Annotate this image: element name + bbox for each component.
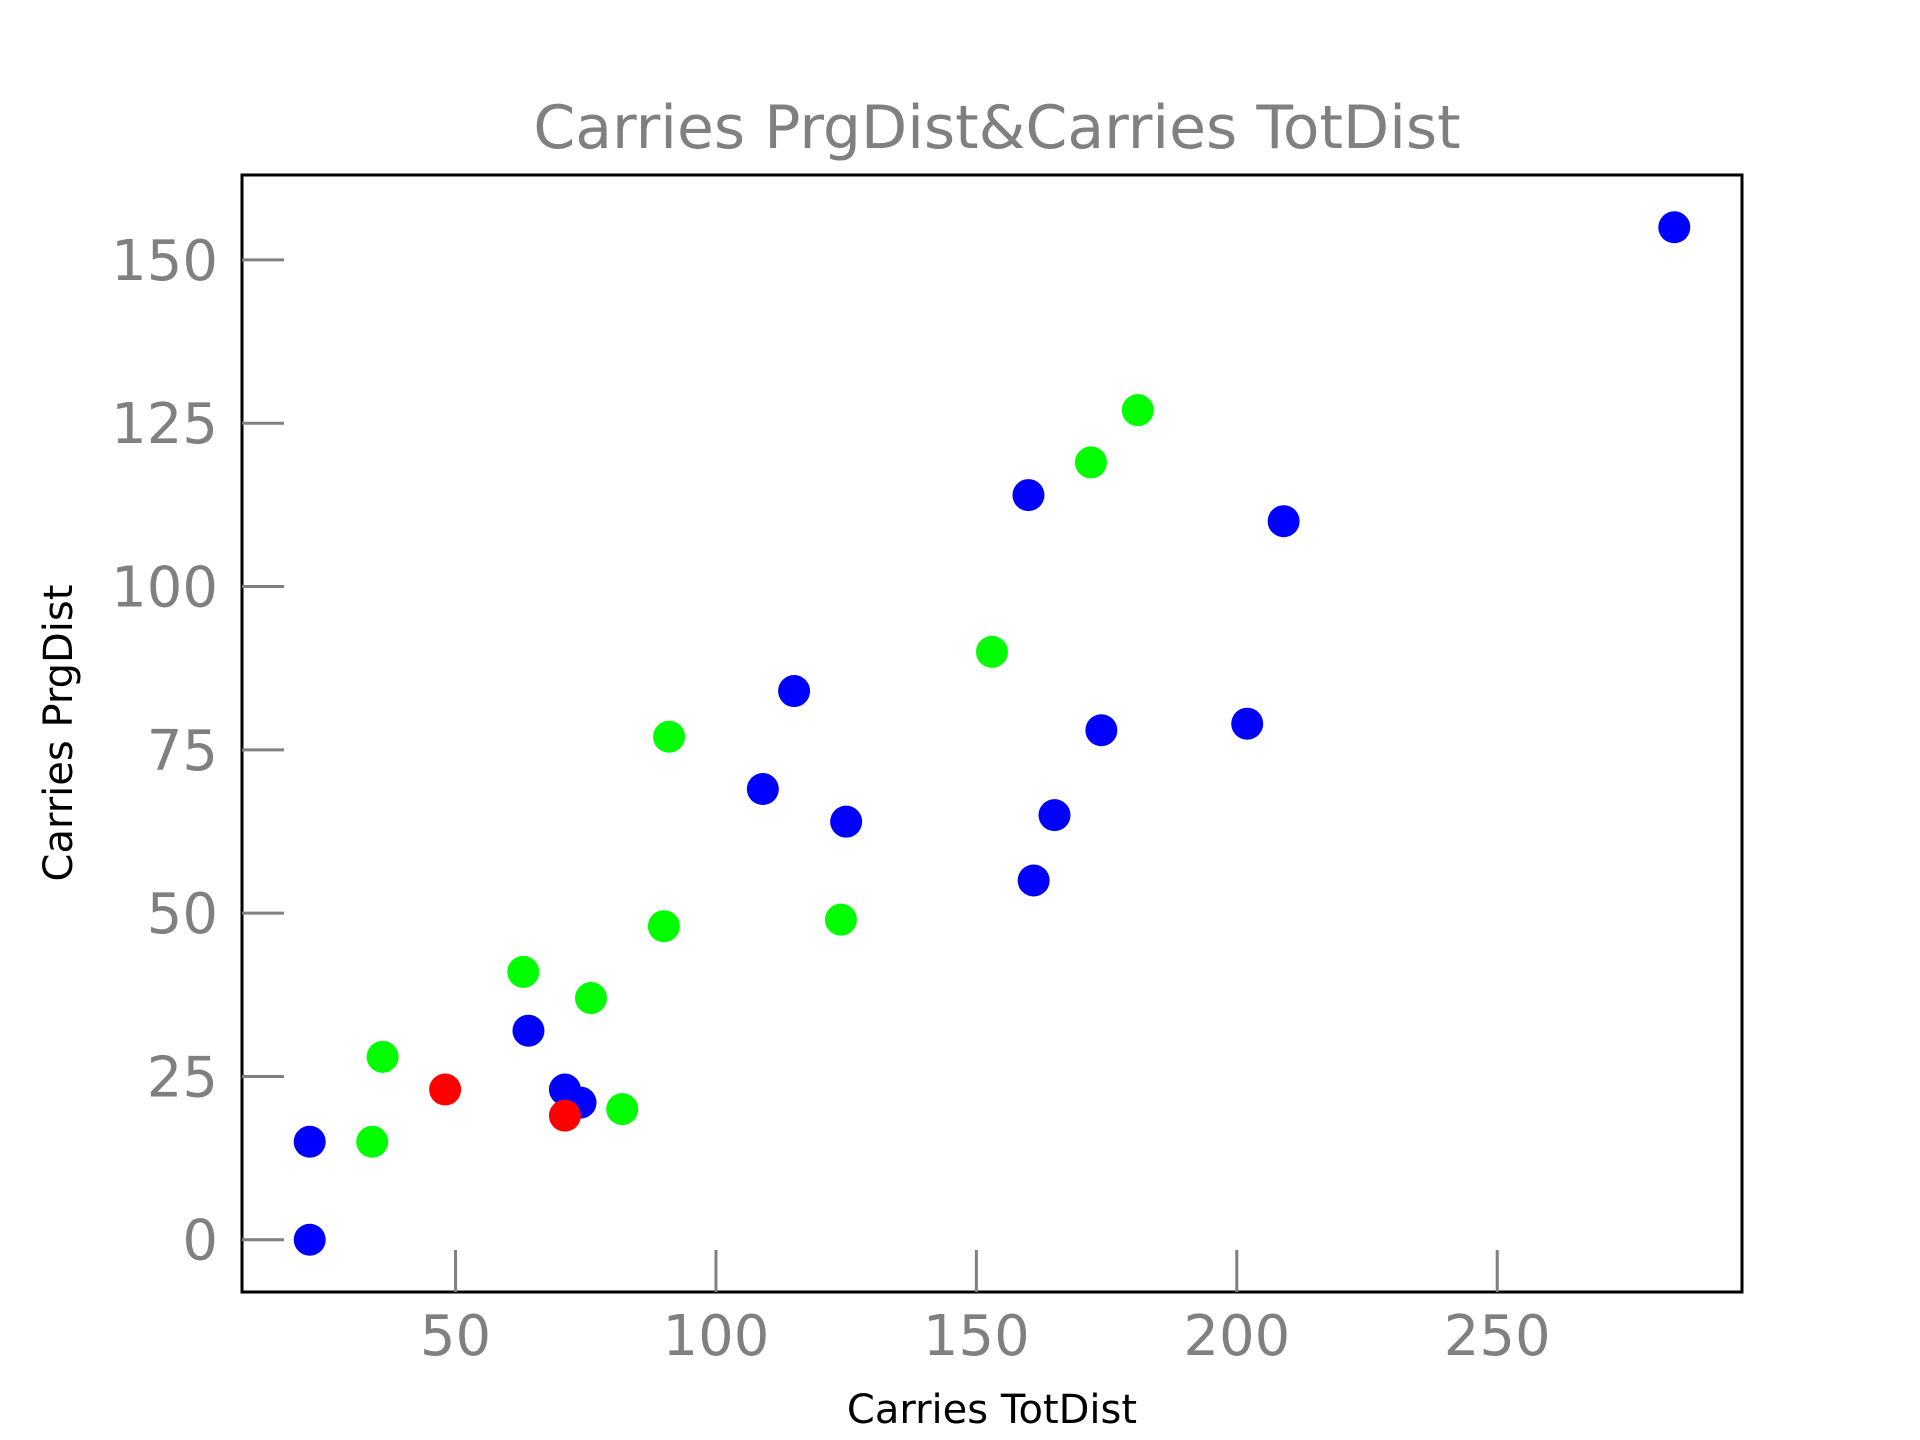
data-point: [293, 1223, 326, 1256]
data-point: [653, 720, 686, 753]
data-point: [512, 1014, 545, 1047]
y-tick-label: 100: [111, 556, 218, 621]
data-point: [356, 1125, 389, 1158]
data-point: [574, 982, 607, 1015]
data-point: [429, 1073, 462, 1106]
data-points: [293, 211, 1691, 1256]
axis-ticks: 50 100 150 200 250 0 25 50 75 100 125 150: [111, 229, 1551, 1369]
x-tick-label: 150: [923, 1304, 1030, 1369]
data-point: [830, 805, 863, 838]
y-tick-label: 150: [111, 229, 218, 294]
data-point: [507, 955, 540, 988]
data-point: [1658, 211, 1691, 244]
data-point: [1017, 864, 1050, 897]
data-point: [746, 773, 779, 806]
y-axis-label: Carries PrgDist: [36, 585, 82, 882]
data-point: [778, 675, 811, 708]
x-tick-label: 250: [1444, 1304, 1551, 1369]
y-tick-label: 125: [111, 392, 218, 457]
x-tick-label: 100: [663, 1304, 770, 1369]
data-point: [976, 635, 1008, 668]
data-point: [1267, 505, 1300, 538]
data-point: [824, 903, 857, 936]
data-point: [1085, 714, 1118, 747]
data-point: [1074, 446, 1107, 479]
data-point: [647, 910, 680, 943]
chart-title: Carries PrgDist&Carries TotDist: [533, 93, 1460, 163]
data-point: [1038, 799, 1071, 832]
x-tick-label: 200: [1183, 1304, 1290, 1369]
y-tick-label: 50: [147, 882, 218, 947]
data-point: [1012, 479, 1045, 512]
data-point: [293, 1125, 326, 1158]
y-tick-label: 75: [147, 719, 218, 784]
data-point: [1121, 394, 1154, 427]
plot-frame: [240, 173, 1744, 1294]
data-point: [548, 1099, 581, 1132]
x-tick-label: 50: [420, 1304, 491, 1369]
data-point: [1231, 707, 1264, 740]
x-axis-label: Carries TotDist: [847, 1387, 1137, 1433]
y-tick-label: 0: [182, 1209, 218, 1274]
data-point: [606, 1093, 639, 1126]
y-tick-label: 25: [147, 1045, 218, 1110]
data-point: [366, 1040, 399, 1073]
